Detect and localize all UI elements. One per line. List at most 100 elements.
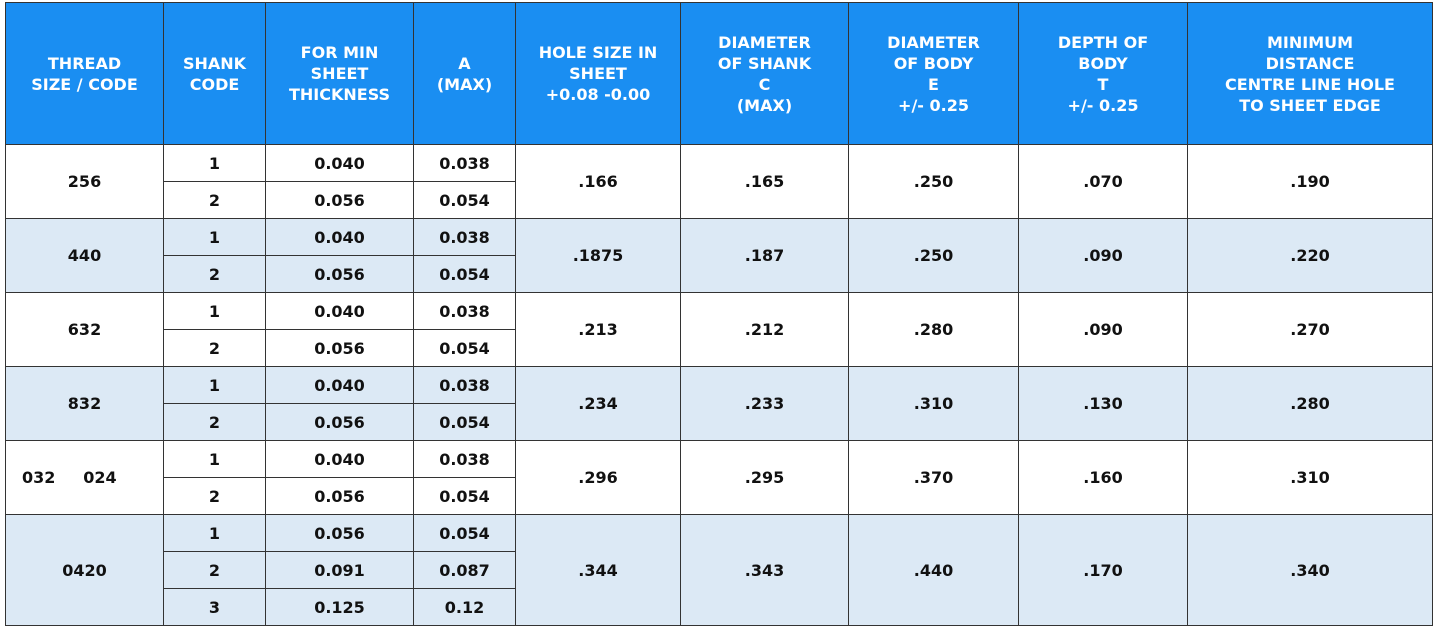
body-depth: .070: [1018, 144, 1188, 219]
column-header: SHANK CODE: [163, 2, 266, 145]
sheet-thickness: 0.040: [265, 440, 414, 478]
column-header: A (MAX): [413, 2, 516, 145]
header-line: (MAX): [736, 95, 793, 115]
sheet-thickness: 0.040: [265, 366, 414, 404]
a-max: 0.054: [413, 181, 516, 219]
a-max: 0.054: [413, 477, 516, 515]
header-line: MINIMUM: [1266, 32, 1354, 52]
column-header: DIAMETER OF BODY E +/- 0.25: [848, 2, 1019, 145]
body-diameter: .440: [848, 514, 1019, 626]
sheet-thickness: 0.056: [265, 514, 414, 552]
table-row: 3 0.125 0.12: [6, 588, 1433, 626]
column-header: DEPTH OF BODY T +/- 0.25: [1018, 2, 1188, 145]
table-row: 2 0.056 0.054: [6, 403, 1433, 441]
shank-code: 1: [163, 440, 266, 478]
thread-size: 440: [5, 218, 164, 293]
shank-code: 2: [163, 181, 266, 219]
header-line: SHEET: [569, 64, 627, 83]
header-line: FOR MIN: [300, 43, 379, 62]
header-line: BODY: [1078, 53, 1128, 73]
table-row: 256 1 0.040 0.038.166.165.250.070.190: [5, 144, 1433, 219]
table-wrap: THREAD SIZE / CODE SHANK CODE FOR MIN SHEET TH…: [5, 2, 1433, 626]
table-row: 832 1 0.040 0.038.234.233.310.130.280: [5, 366, 1433, 441]
header-line: TO SHEET EDGE: [1239, 95, 1381, 115]
sheet-thickness: 0.056: [265, 477, 414, 515]
header-line: CENTRE LINE HOLE: [1225, 74, 1395, 94]
shank-code: 2: [163, 477, 266, 515]
header-line: T: [1097, 74, 1109, 94]
body-depth: .090: [1018, 218, 1188, 293]
shank-code: 1: [163, 144, 266, 182]
column-header: THREAD SIZE / CODE: [5, 2, 164, 145]
a-max: 0.038: [413, 440, 516, 478]
column-header: MINIMUM DISTANCE CENTRE LINE HOLE TO SHEET …: [1187, 2, 1433, 145]
body-depth: .160: [1018, 440, 1188, 515]
body-diameter: .280: [848, 292, 1019, 367]
column-header: FOR MIN SHEET THICKNESS: [265, 2, 414, 145]
header-line: SIZE / CODE: [31, 74, 138, 94]
header-line: DISTANCE: [1265, 53, 1355, 73]
header-line: OF BODY: [893, 53, 974, 73]
shank-code: 1: [163, 366, 266, 404]
a-max: 0.054: [413, 514, 516, 552]
sheet-thickness: 0.056: [265, 255, 414, 293]
min-distance: .220: [1187, 218, 1433, 293]
table-row: 2 0.056 0.054: [6, 329, 1433, 367]
table-row: 0420 1 0.056 0.054.344.343.440.170.340: [5, 514, 1433, 626]
column-header: DIAMETER OF SHANK C (MAX): [680, 2, 849, 145]
shank-code: 1: [163, 292, 266, 330]
body-depth: .090: [1018, 292, 1188, 367]
shank-code: 2: [163, 551, 266, 589]
body-depth: .170: [1018, 514, 1188, 626]
hole-size: .344: [515, 514, 681, 626]
thread-size: 632: [5, 292, 164, 367]
min-distance: .280: [1187, 366, 1433, 441]
sheet-thickness: 0.040: [265, 218, 414, 256]
thread-size: 256: [5, 144, 164, 219]
hole-size: .166: [515, 144, 681, 219]
sheet-thickness: 0.040: [265, 292, 414, 330]
header-line: +0.08 -0.00: [545, 85, 651, 104]
header-line: +/- 0.25: [898, 95, 969, 115]
header-line: DIAMETER: [718, 32, 811, 52]
a-max: 0.054: [413, 255, 516, 293]
shank-diameter: .295: [680, 440, 849, 515]
table-body: 256 1 0.040 0.038.166.165.250.070.190 2 0.056…: [5, 144, 1433, 626]
sheet-thickness: 0.056: [265, 329, 414, 367]
header-line: OF SHANK: [717, 53, 812, 73]
body-diameter: .370: [848, 440, 1019, 515]
header-line: +/- 0.25: [1067, 95, 1139, 115]
shank-diameter: .187: [680, 218, 849, 293]
table-row: 440 1 0.040 0.038.1875.187.250.090.220: [5, 218, 1433, 293]
shank-diameter: .212: [680, 292, 849, 367]
header-line: THICKNESS: [288, 85, 391, 104]
table-row: 2 0.056 0.054: [6, 255, 1433, 293]
shank-code: 2: [163, 329, 266, 367]
sheet-thickness: 0.040: [265, 144, 414, 182]
table-row: 2 0.056 0.054: [6, 477, 1433, 515]
min-distance: .340: [1187, 514, 1433, 626]
header-line: DEPTH OF: [1057, 32, 1149, 52]
shank-diameter: .233: [680, 366, 849, 441]
min-distance: .270: [1187, 292, 1433, 367]
header-line: C: [758, 74, 771, 94]
a-max: 0.12: [413, 588, 516, 626]
min-distance: .310: [1187, 440, 1433, 515]
header-line: HOLE SIZE IN: [538, 43, 658, 62]
header-line: (MAX): [436, 74, 493, 94]
shank-diameter: .343: [680, 514, 849, 626]
hole-size: .1875: [515, 218, 681, 293]
table-row: 632 1 0.040 0.038.213.212.280.090.270: [5, 292, 1433, 367]
header-line: SHANK: [182, 53, 247, 73]
table-row: 2 0.091 0.087: [6, 551, 1433, 589]
hole-size: .213: [515, 292, 681, 367]
thread-size: 832: [5, 366, 164, 441]
body-diameter: .250: [848, 144, 1019, 219]
a-max: 0.038: [413, 144, 516, 182]
a-max: 0.038: [413, 366, 516, 404]
header-line: SHEET: [310, 64, 369, 83]
sheet-thickness: 0.056: [265, 403, 414, 441]
body-diameter: .310: [848, 366, 1019, 441]
header-line: E: [928, 74, 939, 94]
